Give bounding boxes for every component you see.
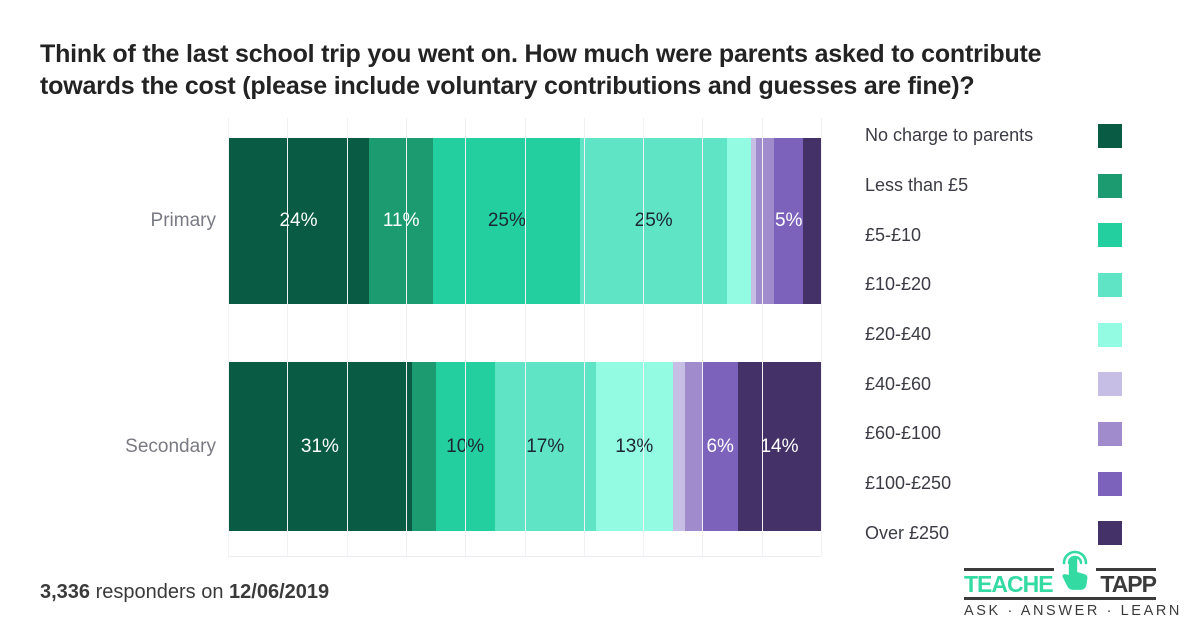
legend-label: £20-£40 [865,324,932,345]
segment-value-label: 5% [774,210,803,231]
footer-date: 12/06/2019 [229,581,330,603]
legend-label: £5-£10 [865,224,922,245]
bar-segment [684,362,703,531]
logo-text-teacher: TEACHER [964,570,1069,597]
segment-value-label: 25% [487,210,526,231]
segment-value-label: 31% [300,435,339,457]
logo-text-tapp: TAPP [1100,570,1157,597]
legend-swatch [1098,272,1122,297]
gridline [405,118,407,556]
responders-count: 3,336 [40,581,91,603]
bar-segment [750,138,757,304]
legend-swatch [1098,372,1122,397]
legend-swatch [1098,123,1122,148]
legend-item: £40-£60 [865,359,1122,409]
logo-tagline: ASK · ANSWER · LEARN [964,603,1182,619]
legend-swatch [1098,223,1122,248]
bar-segment [727,138,751,304]
bar-segment [803,138,821,304]
legend-swatch [1098,173,1122,198]
segment-value-label: 14% [760,435,799,457]
legend-label: No charge to parents [865,125,1034,146]
legend: No charge to parents Less than £5 £5-£10 £1… [865,111,1122,558]
gridline [761,118,763,556]
logo-rule-bottom [964,597,1156,600]
footer-caption: 3,336 responders on 12/06/2019 [40,581,329,604]
legend-label: £40-£60 [865,373,932,394]
footer-text: responders on [90,581,230,603]
bar-segment: 25% [433,138,581,304]
category-label-secondary: Secondary [125,435,216,457]
segment-value-label: 17% [526,435,565,457]
plot-area: 24% 11% 25% 25% 5% 31% 10% 17% 13% 6% 14% [228,118,822,557]
legend-label: £60-£100 [865,423,942,444]
legend-label: Over £250 [865,522,950,543]
legend-swatch [1098,471,1122,496]
legend-item: Less than £5 [865,161,1122,211]
gridline [346,118,348,556]
bar-segment [756,138,775,304]
bar-segment: 11% [368,138,434,304]
gridline [643,118,645,556]
gridline [702,118,704,556]
bar-segment [411,362,436,531]
legend-swatch [1098,322,1122,347]
legend-item: £5-£10 [865,210,1122,260]
segment-value-label: 25% [634,210,673,231]
category-label-primary: Primary [150,210,216,231]
bar-segment: 5% [774,138,804,304]
legend-item: No charge to parents [865,111,1122,161]
bar-segment: 24% [228,138,369,304]
gridline [465,118,467,556]
segment-value-label: 24% [279,210,318,231]
legend-item: £100-£250 [865,459,1122,509]
bar-segment [672,362,685,531]
teacher-tapp-logo: TEACHER TAPP ASK · ANSWER · LEARN [964,546,1182,619]
legend-item: £20-£40 [865,310,1122,360]
gridline [524,118,526,556]
gridline [228,118,229,556]
legend-label: £100-£250 [865,473,952,494]
legend-item: Over £250 [865,509,1122,559]
bar-row-secondary: 31% 10% 17% 13% 6% 14% [228,362,821,531]
bar-segment: 25% [580,138,728,304]
gridline [287,118,289,556]
legend-label: Less than £5 [865,175,969,196]
legend-label: £10-£20 [865,274,932,295]
bar-segment: 6% [702,362,738,531]
gridline [583,118,585,556]
bar-segment: 31% [228,362,412,531]
legend-swatch [1098,521,1122,546]
segment-value-label: 6% [706,435,734,457]
segment-value-label: 11% [382,210,420,231]
bar-segment: 14% [737,362,821,531]
bar-segment: 17% [494,362,596,531]
chart-title: Think of the last school trip you went o… [40,40,1042,100]
segment-value-label: 13% [615,435,654,457]
legend-swatch [1098,421,1122,446]
tap-hand-icon [1054,546,1096,593]
legend-item: £60-£100 [865,409,1122,459]
gridline [821,118,822,556]
legend-item: £10-£20 [865,260,1122,310]
bar-segment: 13% [595,362,673,531]
